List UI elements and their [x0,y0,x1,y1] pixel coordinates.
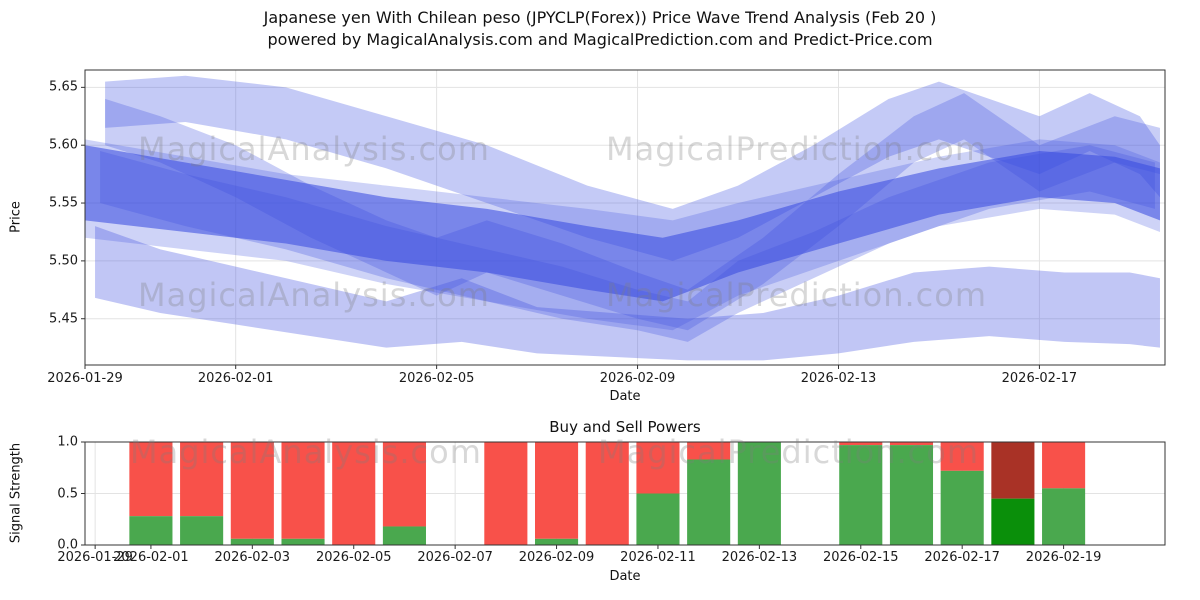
power-xtick-label: 2026-02-09 [518,550,595,565]
watermark-prediction: MagicalPrediction.com [598,433,979,471]
price-xtick-label: 2026-02-01 [197,371,274,386]
price-xtick-label: 2026-02-05 [398,371,475,386]
price-axis-label: Price [8,201,24,233]
price-ytick-label: 5.65 [49,79,78,95]
price-xtick-label: 2026-01-29 [47,371,123,386]
chart-title: Japanese yen With Chilean peso (JPYCLP(F… [263,8,937,27]
price-ytick-label: 5.45 [49,311,78,327]
power-xtick-label: 2026-02-03 [214,550,291,565]
power-xtick-label: 2026-02-11 [620,550,696,565]
price-ytick-label: 5.60 [49,137,78,153]
price-xaxis-label: Date [609,389,641,404]
watermark-prediction: MagicalPrediction.com [606,276,987,314]
power-xtick-label: 2026-02-07 [417,550,493,565]
price-xtick-label: 2026-02-17 [1001,371,1078,386]
power-xtick-label: 2026-02-01 [113,550,189,565]
power-chart-title: Buy and Sell Powers [549,418,701,436]
price-ytick-label: 5.50 [49,253,78,269]
power-ytick-label: 0.5 [57,486,78,501]
watermark-prediction: MagicalPrediction.com [606,130,987,168]
price-xtick-label: 2026-02-09 [599,371,676,386]
power-xtick-label: 2026-02-19 [1025,550,1102,565]
watermark-analysis: MagicalAnalysis.com [138,276,490,314]
power-xtick-label: 2026-02-17 [924,550,1000,565]
watermark-analysis: MagicalAnalysis.com [138,130,490,168]
watermark-analysis: MagicalAnalysis.com [130,433,482,471]
power-ytick-label: 1.0 [57,434,78,450]
price-xtick-label: 2026-02-13 [800,371,877,386]
power-xtick-label: 2026-01-29 [57,550,133,565]
signal-axis-label: Signal Strength [8,442,24,544]
power-xtick-label: 2026-02-15 [822,550,899,565]
power-xtick-label: 2026-02-13 [721,550,798,565]
power-xaxis-label: Date [609,569,641,584]
power-xtick-label: 2026-02-05 [315,550,392,565]
price-ytick-label: 5.55 [49,195,78,211]
chart-subtitle: powered by MagicalAnalysis.com and Magic… [267,30,933,49]
power-ytick-label: 0.0 [57,537,78,553]
